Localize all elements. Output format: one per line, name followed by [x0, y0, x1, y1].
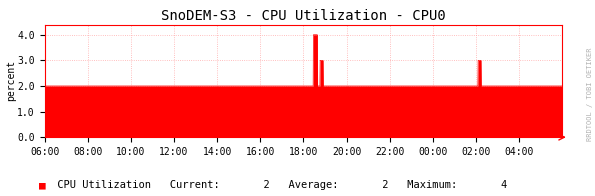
- Y-axis label: percent: percent: [6, 60, 16, 101]
- Text: RRDTOOL / TOBI OETIKER: RRDTOOL / TOBI OETIKER: [587, 47, 593, 141]
- Text: ■: ■: [39, 180, 45, 190]
- Text: CPU Utilization   Current:       2   Average:       2   Maximum:       4: CPU Utilization Current: 2 Average: 2 Ma…: [51, 180, 507, 190]
- Title: SnoDEM-S3 - CPU Utilization - CPU0: SnoDEM-S3 - CPU Utilization - CPU0: [161, 9, 446, 23]
